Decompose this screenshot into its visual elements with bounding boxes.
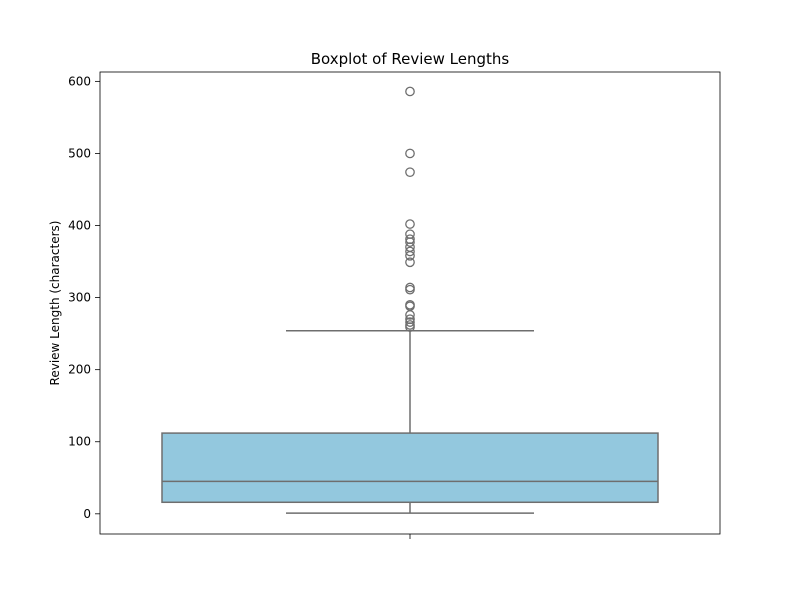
outlier-point [405, 310, 415, 320]
outlier-point [405, 250, 415, 261]
outlier-point [405, 322, 415, 332]
y-tick-label: 400 [68, 219, 91, 233]
axes-frame [99, 71, 721, 535]
outlier-point [405, 167, 415, 178]
y-tick-label: 200 [68, 363, 91, 377]
outlier-point [405, 219, 415, 229]
outlier-point [405, 317, 415, 327]
y-tick-label: 600 [68, 74, 91, 88]
outlier-point [405, 257, 415, 268]
y-tick-label: 100 [68, 435, 91, 449]
y-tick-label: 300 [68, 291, 91, 305]
chart-title: Boxplot of Review Lengths [311, 50, 510, 68]
outlier-point [405, 237, 415, 247]
outlier-point [405, 246, 415, 257]
plot-area: 0 100 200 300 400 500 600 [68, 71, 721, 539]
y-tick-label: 0 [83, 507, 91, 521]
outlier-point [405, 284, 415, 295]
y-axis-label: Review Length (characters) [48, 221, 62, 386]
outlier-point [405, 148, 415, 159]
iqr-box [161, 432, 659, 504]
y-tick-label: 500 [68, 146, 91, 160]
outlier-point [405, 86, 415, 97]
